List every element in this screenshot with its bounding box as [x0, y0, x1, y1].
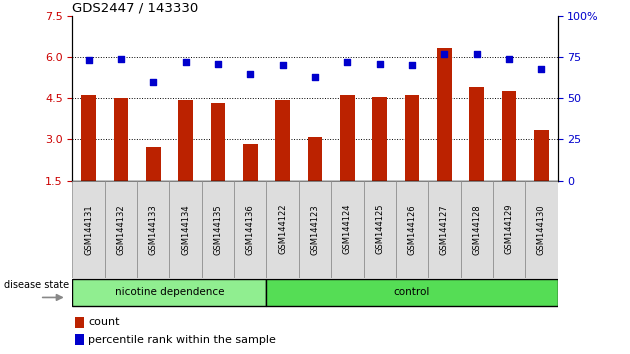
Bar [76, 334, 84, 345]
Text: GSM144122: GSM144122 [278, 204, 287, 255]
Point [504, 56, 514, 62]
FancyBboxPatch shape [461, 181, 493, 278]
Bar [243, 144, 258, 181]
Bar [404, 96, 420, 181]
Bar [113, 98, 129, 181]
FancyBboxPatch shape [396, 181, 428, 278]
Text: GSM144135: GSM144135 [214, 204, 222, 255]
Text: GSM144130: GSM144130 [537, 204, 546, 255]
Text: GSM144133: GSM144133 [149, 204, 158, 255]
Text: GDS2447 / 143330: GDS2447 / 143330 [72, 2, 198, 15]
Text: GSM144126: GSM144126 [408, 204, 416, 255]
FancyBboxPatch shape [234, 181, 266, 278]
Point [148, 79, 158, 85]
FancyBboxPatch shape [493, 181, 525, 278]
Point [213, 61, 223, 67]
Text: GSM144134: GSM144134 [181, 204, 190, 255]
Point [342, 59, 352, 65]
Bar [340, 95, 355, 181]
FancyBboxPatch shape [72, 279, 266, 307]
FancyBboxPatch shape [266, 181, 299, 278]
Text: GSM144131: GSM144131 [84, 204, 93, 255]
Bar [146, 147, 161, 181]
Bar [178, 100, 193, 181]
Text: disease state: disease state [4, 280, 69, 290]
Bar [76, 317, 84, 328]
Bar [437, 48, 452, 181]
FancyBboxPatch shape [169, 181, 202, 278]
Text: GSM144129: GSM144129 [505, 204, 513, 255]
FancyBboxPatch shape [266, 279, 558, 307]
Text: GSM144128: GSM144128 [472, 204, 481, 255]
Point [278, 62, 288, 68]
Point [181, 59, 191, 65]
Text: GSM144125: GSM144125 [375, 204, 384, 255]
Text: count: count [88, 318, 120, 327]
FancyBboxPatch shape [137, 181, 169, 278]
Bar [534, 130, 549, 181]
Bar [275, 100, 290, 181]
Point [536, 66, 546, 72]
Point [439, 51, 449, 57]
Text: nicotine dependence: nicotine dependence [115, 287, 224, 297]
Text: GSM144132: GSM144132 [117, 204, 125, 255]
Bar [372, 97, 387, 181]
FancyBboxPatch shape [202, 181, 234, 278]
Text: GSM144127: GSM144127 [440, 204, 449, 255]
Bar [501, 91, 517, 181]
Bar [81, 95, 96, 181]
Bar [307, 137, 323, 181]
FancyBboxPatch shape [428, 181, 461, 278]
FancyBboxPatch shape [299, 181, 331, 278]
Point [84, 58, 94, 63]
FancyBboxPatch shape [72, 181, 105, 278]
FancyBboxPatch shape [331, 181, 364, 278]
Point [245, 71, 255, 76]
Point [472, 51, 482, 57]
FancyBboxPatch shape [105, 181, 137, 278]
Bar [469, 87, 484, 181]
Text: GSM144136: GSM144136 [246, 204, 255, 255]
Bar [210, 103, 226, 181]
Point [310, 74, 320, 80]
Point [407, 62, 417, 68]
Text: GSM144124: GSM144124 [343, 204, 352, 255]
FancyBboxPatch shape [525, 181, 558, 278]
Text: control: control [394, 287, 430, 297]
Text: percentile rank within the sample: percentile rank within the sample [88, 335, 277, 344]
Point [375, 61, 385, 67]
FancyBboxPatch shape [364, 181, 396, 278]
Text: GSM144123: GSM144123 [311, 204, 319, 255]
Point [116, 56, 126, 62]
